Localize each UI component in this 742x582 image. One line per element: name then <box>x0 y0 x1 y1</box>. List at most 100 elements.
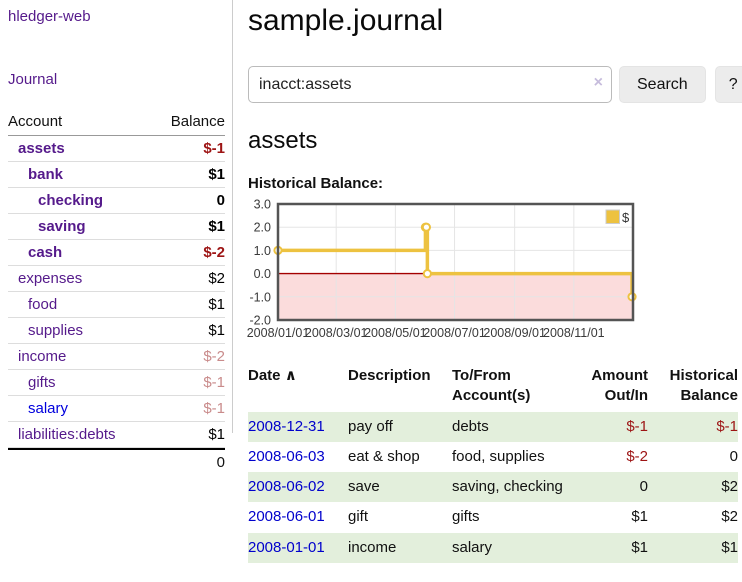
account-row: gifts $-1 <box>8 370 225 396</box>
page-title: sample.journal <box>248 4 444 37</box>
transaction-accounts-cell: salary <box>452 538 493 556</box>
transaction-accounts-cell: saving, checking <box>452 478 563 495</box>
search-form: × Search ? <box>248 66 742 103</box>
account-total-row: 0 <box>8 448 225 475</box>
sidebar-account-link[interactable]: supplies <box>28 322 84 339</box>
transaction-balance-cell: 0 <box>729 447 738 465</box>
sidebar-account-link[interactable]: liabilities:debts <box>18 426 116 443</box>
svg-text:2008/09/01: 2008/09/01 <box>483 326 546 340</box>
total-balance: 0 <box>216 454 225 471</box>
account-column-header: Account <box>8 113 63 130</box>
svg-text:2008/11/01: 2008/11/01 <box>543 326 605 340</box>
register-table: Date ∧ Description To/From Account(s) Am… <box>248 364 738 563</box>
column-header-description: Description <box>348 367 431 384</box>
account-row: saving $1 <box>8 214 225 240</box>
transaction-balance-cell: $1 <box>721 538 738 556</box>
search-input[interactable] <box>248 66 612 103</box>
nav-journal-link[interactable]: Journal <box>8 71 58 88</box>
sidebar-account-link[interactable]: gifts <box>28 374 56 391</box>
register-row: 2008-12-31 pay off debts $-1 $-1 <box>248 411 738 442</box>
account-balance: $-1 <box>203 374 225 391</box>
clear-search-icon[interactable]: × <box>593 74 603 91</box>
transaction-balance-cell: $-1 <box>716 417 738 435</box>
account-balance: $-1 <box>203 400 225 417</box>
register-row: 2008-06-02 save saving, checking 0 $2 <box>248 472 738 503</box>
sidebar-account-link[interactable]: expenses <box>18 270 83 287</box>
search-button[interactable]: Search <box>619 66 706 103</box>
register-row: 2008-01-01 income salary $1 $1 <box>248 532 738 563</box>
svg-text:3.0: 3.0 <box>254 198 271 212</box>
transaction-description-cell: eat & shop <box>348 447 420 465</box>
transaction-date-cell: 2008-06-03 <box>248 442 348 472</box>
sidebar-account-link[interactable]: assets <box>18 140 65 157</box>
account-balance: $-2 <box>203 348 225 365</box>
chart-title: Historical Balance: <box>248 175 384 192</box>
transaction-date-cell: 2008-01-01 <box>248 533 348 563</box>
account-row: assets $-1 <box>8 136 225 162</box>
transaction-date-link[interactable]: 2008-12-31 <box>248 417 325 435</box>
account-balance: $-2 <box>203 244 225 261</box>
register-row: 2008-06-01 gift gifts $1 $2 <box>248 502 738 532</box>
svg-text:2.0: 2.0 <box>254 221 271 235</box>
svg-text:0.0: 0.0 <box>254 267 271 281</box>
transaction-amount-cell: $-2 <box>626 447 648 465</box>
account-balance-table: Account Balance assets $-1 bank $1 checking 0… <box>8 110 225 475</box>
transaction-accounts-cell: debts <box>452 417 489 435</box>
transaction-accounts-cell: gifts <box>452 508 480 526</box>
transaction-date-link[interactable]: 2008-06-02 <box>248 478 325 495</box>
account-tree: assets $-1 bank $1 checking 0 saving $1 cash $-2 e… <box>8 136 225 448</box>
account-row: supplies $1 <box>8 318 225 344</box>
account-heading: assets <box>248 127 318 154</box>
sidebar-account-link[interactable]: salary <box>28 400 69 417</box>
account-row: cash $-2 <box>8 240 225 266</box>
date-header-label: Date <box>248 367 281 384</box>
transaction-amount-cell: $1 <box>631 508 648 526</box>
account-balance: 0 <box>216 192 225 209</box>
transaction-description-cell: pay off <box>348 417 393 435</box>
account-table-header: Account Balance <box>8 110 225 136</box>
account-balance: $1 <box>208 296 225 313</box>
sidebar-account-link[interactable]: food <box>28 296 58 313</box>
historical-balance-chart: 3.0 2.0 1.0 0.0 -1.0 -2.02008/01/012008/03/01… <box>247 198 637 340</box>
transaction-date-link[interactable]: 2008-06-03 <box>248 447 325 465</box>
column-header-date[interactable]: Date ∧ <box>248 364 348 412</box>
svg-text:-1.0: -1.0 <box>249 290 271 304</box>
column-header-amount: Amount Out/In <box>591 367 648 405</box>
transaction-accounts-cell: food, supplies <box>452 447 545 465</box>
account-row: checking 0 <box>8 188 225 214</box>
app-window: hledger-web Journal Account Balance asse… <box>0 0 742 563</box>
svg-text:2008/07/01: 2008/07/01 <box>423 326 486 340</box>
transaction-date-link[interactable]: 2008-06-01 <box>248 508 325 526</box>
help-button[interactable]: ? <box>714 66 742 103</box>
account-balance: $-1 <box>203 140 225 157</box>
transaction-description-cell: save <box>348 478 380 495</box>
sidebar: hledger-web Journal Account Balance asse… <box>0 0 233 563</box>
svg-text:1.0: 1.0 <box>254 244 271 258</box>
svg-text:2008/01/01: 2008/01/01 <box>247 326 310 340</box>
account-row: bank $1 <box>8 162 225 188</box>
column-header-balance: Historical Balance <box>669 367 738 405</box>
transaction-date-cell: 2008-06-01 <box>248 502 348 532</box>
account-row: expenses $2 <box>8 266 225 292</box>
account-row: food $1 <box>8 292 225 318</box>
sidebar-account-link[interactable]: bank <box>28 166 64 183</box>
account-balance: $1 <box>208 218 225 235</box>
account-row: income $-2 <box>8 344 225 370</box>
brand-link[interactable]: hledger-web <box>8 8 91 25</box>
sidebar-account-link[interactable]: saving <box>38 218 86 235</box>
register-header-row: Date ∧ Description To/From Account(s) Am… <box>248 364 738 412</box>
svg-text:-2.0: -2.0 <box>249 314 271 328</box>
search-field-wrap: × <box>248 66 612 103</box>
sidebar-account-link[interactable]: checking <box>38 192 104 209</box>
transaction-description-cell: income <box>348 538 397 556</box>
transaction-amount-cell: $-1 <box>626 417 648 435</box>
transaction-description-cell: gift <box>348 508 369 526</box>
transaction-date-cell: 2008-12-31 <box>248 412 348 442</box>
transaction-balance-cell: $2 <box>721 508 738 526</box>
sort-ascending-icon: ∧ <box>284 367 297 384</box>
account-balance: $2 <box>208 270 225 287</box>
sidebar-account-link[interactable]: income <box>18 348 67 365</box>
main-content: sample.journal × Search ? assets Histori… <box>233 0 742 563</box>
transaction-date-link[interactable]: 2008-01-01 <box>248 538 325 556</box>
sidebar-account-link[interactable]: cash <box>28 244 63 261</box>
